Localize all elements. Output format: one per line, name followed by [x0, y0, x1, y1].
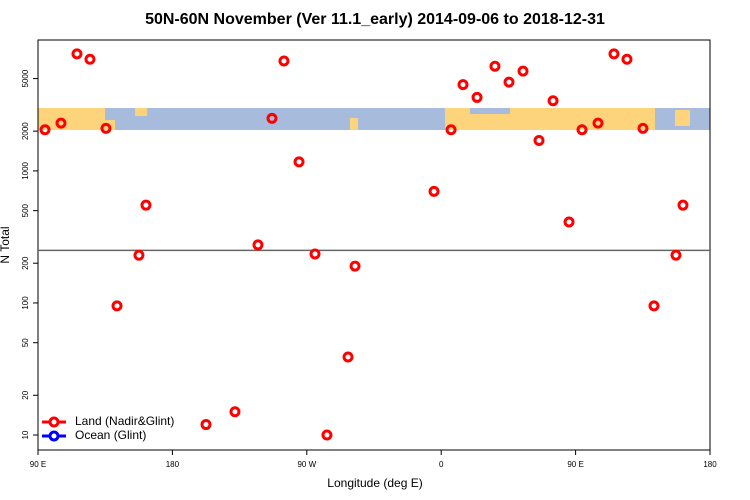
x-tick-label: 90 W: [297, 460, 316, 469]
legend-marker: [48, 416, 60, 428]
y-tick-label: 5000: [21, 69, 30, 87]
y-tick-label: 100: [21, 296, 30, 310]
legend-label: Ocean (Glint): [75, 428, 146, 442]
legend-label: Land (Nadir&Glint): [75, 414, 174, 428]
map-ocean: [470, 108, 510, 114]
data-point: [349, 260, 361, 272]
data-point: [293, 156, 305, 168]
data-point: [533, 134, 545, 146]
data-point: [200, 419, 212, 431]
x-axis-label: Longitude (deg E): [327, 476, 422, 490]
data-point: [670, 249, 682, 261]
data-point: [621, 53, 633, 65]
data-point: [428, 185, 440, 197]
data-point: [608, 48, 620, 60]
data-point: [547, 95, 559, 107]
data-point: [266, 112, 278, 124]
y-tick-label: 10: [21, 430, 30, 439]
map-land: [135, 108, 147, 116]
x-tick-label: 90 E: [567, 460, 583, 469]
y-tick-label: 20: [21, 390, 30, 399]
data-point: [503, 76, 515, 88]
y-tick-label: 1000: [21, 161, 30, 179]
data-point: [39, 124, 51, 136]
data-point: [111, 300, 123, 312]
data-point: [576, 124, 588, 136]
data-point: [342, 351, 354, 363]
data-point: [278, 55, 290, 67]
data-point: [100, 122, 112, 134]
data-point: [457, 79, 469, 91]
y-tick-label: 500: [21, 203, 30, 217]
data-point: [637, 122, 649, 134]
data-point: [445, 124, 457, 136]
y-tick-label: 2000: [21, 122, 30, 140]
data-point: [677, 199, 689, 211]
data-point: [229, 406, 241, 418]
y-tick-label: 200: [21, 256, 30, 270]
map-strip: [38, 108, 710, 130]
data-point: [140, 199, 152, 211]
map-land: [675, 110, 690, 126]
data-point: [252, 239, 264, 251]
x-tick-label: 0: [439, 460, 444, 469]
data-point: [592, 117, 604, 129]
map-land: [350, 118, 358, 130]
legend-marker: [48, 430, 60, 442]
plot-frame: [37, 39, 711, 451]
map-land: [38, 108, 105, 130]
y-tick-label: 50: [21, 338, 30, 347]
data-point: [517, 65, 529, 77]
data-point: [471, 91, 483, 103]
data-point: [321, 429, 333, 441]
data-point: [133, 249, 145, 261]
data-point: [648, 300, 660, 312]
data-point: [489, 60, 501, 72]
x-tick-label: 90 E: [30, 460, 46, 469]
data-point: [563, 216, 575, 228]
chart-title: 50N-60N November (Ver 11.1_early) 2014-0…: [145, 11, 605, 28]
data-point: [84, 53, 96, 65]
x-tick-label: 180: [703, 460, 717, 469]
x-tick-label: 180: [166, 460, 180, 469]
data-point: [55, 117, 67, 129]
data-point: [71, 48, 83, 60]
data-point: [309, 248, 321, 260]
y-axis-label: N Total: [0, 226, 12, 263]
